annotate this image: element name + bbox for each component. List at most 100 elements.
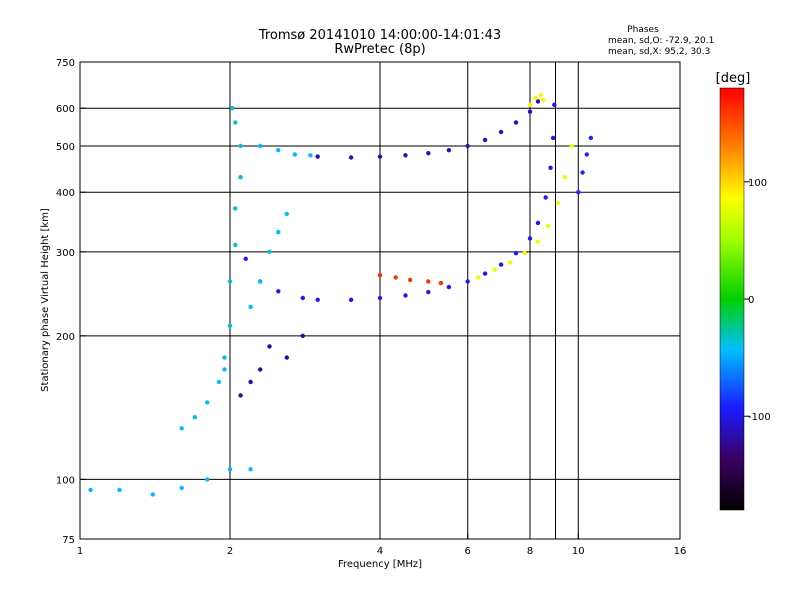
colorbar xyxy=(719,87,745,511)
x-tick-label: 1 xyxy=(77,546,83,557)
data-point xyxy=(552,102,557,108)
data-point xyxy=(233,120,238,125)
y-tick-label: 200 xyxy=(56,332,75,343)
data-point xyxy=(227,279,233,284)
data-point xyxy=(533,95,538,101)
data-point xyxy=(548,165,553,170)
data-point xyxy=(230,106,235,111)
data-point xyxy=(238,175,243,180)
data-point xyxy=(276,148,281,153)
data-point xyxy=(576,190,581,195)
data-point xyxy=(179,485,184,491)
grid-lines xyxy=(80,62,680,539)
data-point xyxy=(498,129,504,135)
data-point xyxy=(446,284,452,290)
data-point xyxy=(300,333,305,338)
data-point xyxy=(258,143,263,149)
data-point xyxy=(403,293,408,298)
data-point xyxy=(88,487,93,493)
y-tick-label: 600 xyxy=(56,104,75,115)
data-point xyxy=(233,206,238,211)
data-point xyxy=(258,279,263,284)
data-point xyxy=(408,277,413,283)
data-point xyxy=(465,279,470,284)
data-point xyxy=(535,99,541,104)
data-point xyxy=(300,295,305,301)
x-axis-label: Frequency [MHz] xyxy=(338,559,422,570)
data-point xyxy=(492,267,497,272)
data-point xyxy=(348,297,354,302)
colorbar-tick-label: 0 xyxy=(748,295,754,306)
data-point xyxy=(482,137,488,143)
data-point xyxy=(446,148,452,153)
data-point xyxy=(205,477,210,482)
data-point xyxy=(540,97,546,103)
data-point xyxy=(222,367,227,372)
phases-x-stats: mean, sd,X: 95.2, 30.3 xyxy=(608,47,710,57)
y-axis-label: Stationary phase Virtual Height [km] xyxy=(40,208,51,392)
chart-title: Tromsø 20141010 14:00:00-14:01:43 xyxy=(258,28,501,43)
data-point xyxy=(550,135,556,141)
data-point xyxy=(426,279,431,284)
data-point xyxy=(179,426,184,431)
data-point xyxy=(546,223,551,229)
data-point xyxy=(482,271,488,276)
phases-heading: Phases xyxy=(627,25,659,35)
data-point xyxy=(588,135,594,141)
y-tick-label: 300 xyxy=(56,248,75,259)
data-point xyxy=(227,323,233,328)
data-point xyxy=(476,275,481,280)
data-point xyxy=(498,262,504,267)
data-point xyxy=(248,467,253,472)
data-points xyxy=(88,92,594,497)
colorbar-ticks: 100 0 -100 xyxy=(744,178,771,423)
data-point xyxy=(205,400,210,405)
data-point xyxy=(284,355,289,360)
data-point xyxy=(543,195,548,200)
data-point xyxy=(438,280,444,286)
data-point xyxy=(308,153,313,158)
x-tick-label: 8 xyxy=(527,546,533,557)
phases-o-stats: mean, sd,O: -72.9, 20.1 xyxy=(608,36,714,46)
data-point xyxy=(238,143,243,149)
data-point xyxy=(276,229,281,235)
data-point xyxy=(426,289,431,295)
chart-subtitle: RwPretec (8p) xyxy=(334,42,425,57)
colorbar-label: [deg] xyxy=(716,71,751,86)
y-tick-label: 500 xyxy=(56,142,75,153)
data-point xyxy=(315,297,320,302)
data-point xyxy=(227,467,233,472)
x-tick-label: 4 xyxy=(377,546,383,557)
y-tick-label: 400 xyxy=(56,188,75,199)
y-tick-label: 75 xyxy=(62,535,75,546)
data-point xyxy=(348,155,354,160)
x-tick-label: 10 xyxy=(572,546,585,557)
data-point xyxy=(538,92,543,98)
data-point xyxy=(248,379,253,385)
data-point xyxy=(284,211,289,217)
data-point xyxy=(426,151,431,156)
y-tick-label: 750 xyxy=(56,58,75,69)
data-point xyxy=(150,492,155,497)
data-point xyxy=(238,393,243,398)
x-tick-label: 2 xyxy=(227,546,233,557)
x-tick-label: 6 xyxy=(465,546,471,557)
data-point xyxy=(222,355,227,360)
data-point xyxy=(192,415,197,420)
data-point xyxy=(527,109,533,114)
x-axis-ticks: 1 2 4 6 8 10 16 xyxy=(77,533,686,557)
data-point xyxy=(403,153,408,158)
data-point xyxy=(535,220,541,226)
colorbar-tick-label: -100 xyxy=(748,412,771,423)
data-point xyxy=(267,344,272,349)
data-point xyxy=(243,256,248,261)
data-point xyxy=(584,152,589,157)
data-point xyxy=(527,236,533,241)
data-point xyxy=(555,200,561,205)
data-point xyxy=(393,275,398,280)
data-point xyxy=(513,120,519,125)
data-point xyxy=(527,102,533,108)
data-point xyxy=(569,143,574,149)
data-point xyxy=(377,273,383,278)
